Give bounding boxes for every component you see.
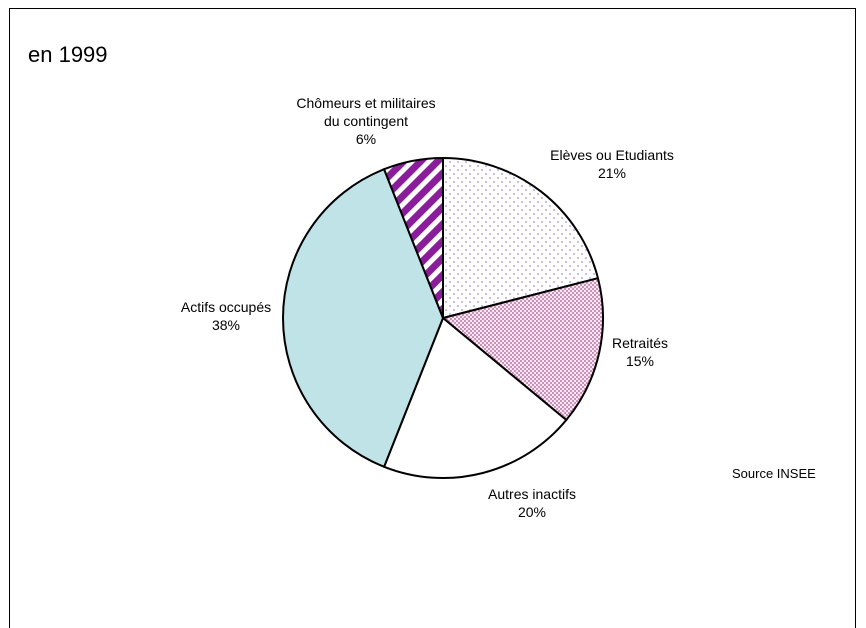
slice-label-actifs: Actifs occupés 38% (181, 299, 271, 333)
slice-name-label: Chômeurs et militaires (296, 95, 435, 111)
pie-slice-retraites (442, 277, 604, 421)
slice-label-retraites: Retraités 15% (612, 335, 668, 369)
slice-name-label: Elèves ou Etudiants (550, 147, 674, 163)
slice-label-eleves: Elèves ou Etudiants 21% (550, 147, 674, 181)
slice-value-label: 38% (212, 317, 240, 333)
chart-title: en 1999 (28, 42, 108, 67)
source-note: Source INSEE (732, 466, 816, 481)
pie-slice-eleves (442, 157, 599, 319)
slice-label-autres: Autres inactifs 20% (488, 486, 576, 520)
pie-slices (282, 157, 604, 479)
slice-value-label: 15% (626, 353, 654, 369)
slice-name-label: Autres inactifs (488, 486, 576, 502)
pie-slice-labels: Elèves ou Etudiants 21% Retraités 15% Autres… (181, 95, 674, 520)
slice-value-label: 21% (598, 165, 626, 181)
pie-slice-autres (383, 317, 568, 479)
chart-frame (9, 8, 856, 628)
pie-slice-actifs (282, 168, 444, 468)
pie-slice-chomeurs (383, 157, 444, 319)
slice-name-label: du contingent (324, 113, 408, 129)
slice-name-label: Retraités (612, 335, 668, 351)
slice-value-label: 6% (356, 131, 376, 147)
slice-label-chomeurs: Chômeurs et militaires du contingent 6% (296, 95, 435, 147)
slice-value-label: 20% (518, 504, 546, 520)
slice-name-label: Actifs occupés (181, 299, 271, 315)
